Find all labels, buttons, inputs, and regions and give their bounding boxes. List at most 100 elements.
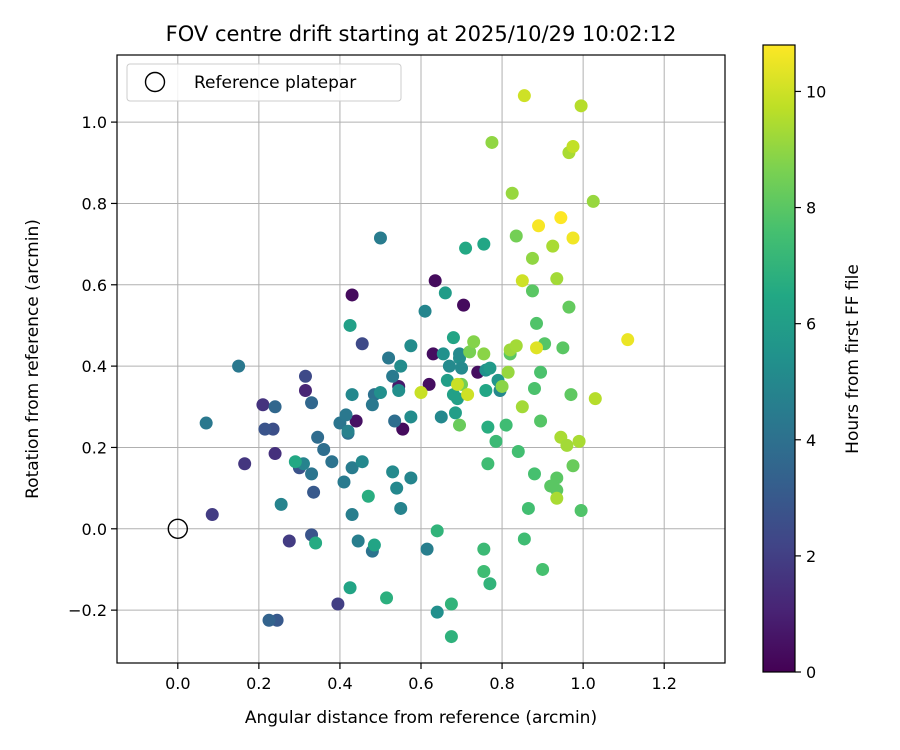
scatter-point (509, 229, 523, 243)
scatter-point (422, 377, 436, 391)
scatter-point (428, 274, 442, 288)
scatter-point (394, 359, 408, 373)
scatter-point (530, 341, 544, 355)
x-tick-label: 0.0 (165, 674, 190, 693)
scatter-point (546, 239, 560, 253)
scatter-point (282, 534, 296, 548)
scatter-point (262, 613, 276, 627)
legend-marker-icon (144, 71, 166, 93)
scatter-point (343, 318, 357, 332)
colorbar-tick-label: 0 (806, 663, 816, 682)
scatter-point (536, 562, 550, 576)
scatter-point (485, 135, 499, 149)
scatter-point (440, 373, 454, 387)
scatter-point (392, 384, 406, 398)
scatter-point (457, 298, 471, 312)
scatter-point (274, 497, 288, 511)
scatter-point (345, 288, 359, 302)
scatter-point (499, 418, 513, 432)
y-tick-label: 0.8 (82, 194, 107, 213)
scatter-point (450, 377, 464, 391)
scatter-point (341, 424, 355, 438)
scatter-point (355, 337, 369, 351)
scatter-point (525, 251, 539, 265)
scatter-point (560, 438, 574, 452)
scatter-point (388, 414, 402, 428)
x-tick-label: 0.2 (246, 674, 271, 693)
scatter-point (495, 379, 509, 393)
legend: Reference platepar (126, 63, 402, 102)
scatter-point (527, 381, 541, 395)
y-tick-label: 0.2 (82, 438, 107, 457)
scatter-point (588, 392, 602, 406)
scatter-point (534, 365, 548, 379)
scatter-point (238, 457, 252, 471)
scatter-point (351, 534, 365, 548)
scatter-point (450, 392, 464, 406)
scatter-point (309, 536, 323, 550)
scatter-point (562, 300, 576, 314)
scatter-point (365, 398, 379, 412)
scatter-point (414, 386, 428, 400)
scatter-point (434, 410, 448, 424)
scatter-point (444, 597, 458, 611)
scatter-point (382, 351, 396, 365)
scatter-point (420, 542, 434, 556)
scatter-point (477, 347, 491, 361)
y-tick-label: 1.0 (82, 113, 107, 132)
scatter-point (566, 459, 580, 473)
scatter-point (455, 361, 469, 375)
scatter-point (430, 605, 444, 619)
y-tick-label: −0.2 (68, 601, 107, 620)
reference-platepar-marker (167, 518, 189, 539)
x-tick-label: 0.6 (408, 674, 433, 693)
scatter-point (574, 99, 588, 113)
scatter-point (418, 304, 432, 318)
scatter-point (331, 597, 345, 611)
scatter-point (566, 140, 580, 154)
colorbar-frame (762, 44, 796, 673)
scatter-point (305, 396, 319, 410)
colorbar: 0 2 4 6 8 10 Hours from first FF file (762, 44, 863, 682)
scatter-point (380, 591, 394, 605)
scatter-point (534, 414, 548, 428)
scatter-point (367, 538, 381, 552)
scatter-point (339, 408, 353, 422)
scatter-point (404, 410, 418, 424)
y-tick-label: 0.6 (82, 276, 107, 295)
scatter-point (572, 434, 586, 448)
scatter-point (345, 388, 359, 402)
scatter-point (298, 369, 312, 383)
legend-box (126, 63, 402, 102)
scatter-point (479, 384, 493, 398)
scatter-point (288, 455, 302, 469)
scatter-point (566, 231, 580, 245)
scatter-point (477, 542, 491, 556)
scatter-point (345, 508, 359, 522)
scatter-point (453, 418, 467, 432)
scatter-point (349, 414, 363, 428)
x-axis-label: Angular distance from reference (arcmin) (245, 708, 597, 728)
scatter-point (550, 491, 564, 505)
scatter-point (467, 335, 481, 349)
scatter-point (489, 434, 503, 448)
scatter-point (532, 219, 546, 233)
scatter-point (373, 386, 387, 400)
scatter-point (586, 194, 600, 208)
x-tick-label: 0.4 (327, 674, 352, 693)
scatter-point (361, 489, 375, 503)
scatter-point (550, 471, 564, 485)
scatter-point (436, 347, 450, 361)
colorbar-tick-label: 10 (806, 82, 826, 101)
scatter-point (396, 422, 410, 436)
scatter-point (345, 461, 359, 475)
scatter-point (483, 577, 497, 591)
scatter-point (205, 508, 219, 522)
scatter-point (404, 471, 418, 485)
y-axis-ticks: −0.2 0.0 0.2 0.4 0.6 0.8 1.0 (68, 113, 117, 620)
scatter-point (305, 467, 319, 481)
chart-title: FOV centre drift starting at 2025/10/29 … (166, 22, 677, 46)
scatter-point (556, 341, 570, 355)
colorbar-label: Hours from first FF file (843, 264, 863, 454)
scatter-point (256, 398, 270, 412)
